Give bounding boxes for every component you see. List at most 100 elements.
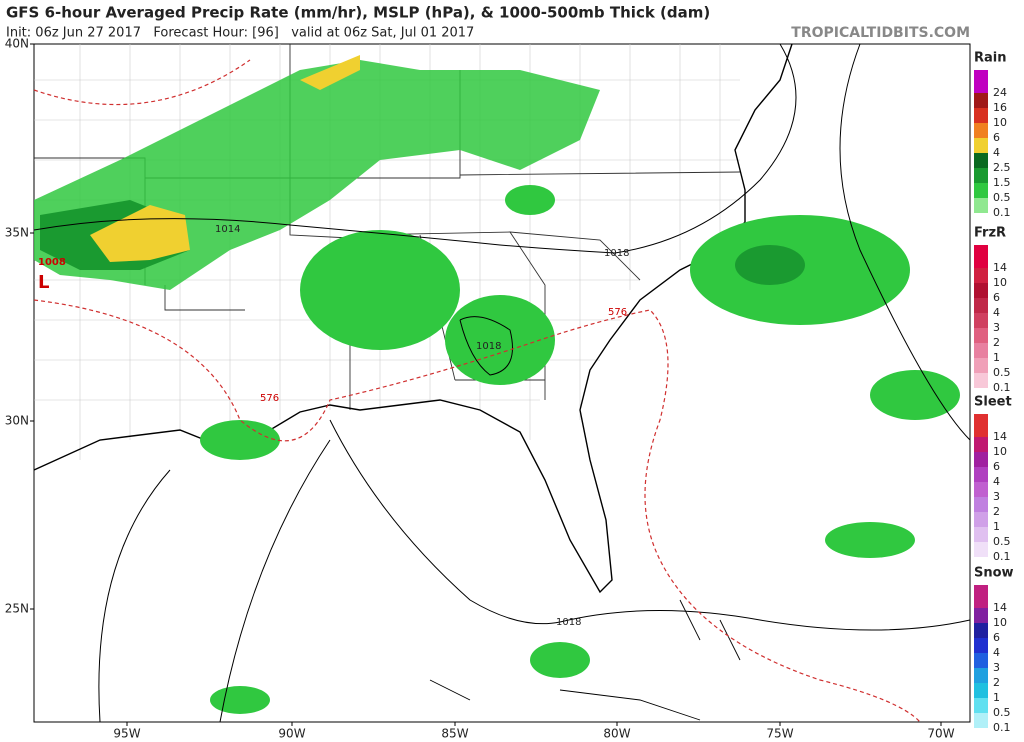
- legend-swatch: [974, 698, 988, 713]
- legend-swatch: [974, 153, 988, 168]
- legend-label: 0.5: [993, 535, 1011, 548]
- legend-swatch: [974, 198, 988, 213]
- legend-label: 10: [993, 276, 1007, 289]
- lon-label: 85W: [441, 727, 468, 741]
- legend-swatch: [974, 358, 988, 373]
- legend-swatch: [974, 70, 988, 78]
- legend-label: 16: [993, 101, 1007, 114]
- legend-header: Sleet: [974, 395, 1012, 410]
- legend: Rain241610642.51.50.50.1FrzR1410643210.5…: [974, 51, 1014, 734]
- legend-label: 3: [993, 490, 1000, 503]
- legend-swatch: [974, 593, 988, 608]
- isobar-label: 1018: [476, 341, 501, 352]
- legend-label: 2: [993, 676, 1000, 689]
- legend-label: 14: [993, 261, 1007, 274]
- legend-swatch: [974, 298, 988, 313]
- lon-label: 70W: [927, 727, 954, 741]
- legend-label: 6: [993, 631, 1000, 644]
- legend-swatch: [974, 123, 988, 138]
- subtitle: Init: 06z Jun 27 2017 Forecast Hour: [96…: [6, 26, 474, 41]
- thickness-label: 576: [608, 307, 627, 318]
- legend-label: 2: [993, 505, 1000, 518]
- precip: [34, 55, 960, 714]
- lat-label: 40N: [5, 37, 29, 51]
- legend-swatch: [974, 437, 988, 452]
- watermark: TROPICALTIDBITS.COM: [791, 25, 970, 41]
- low-marker: L: [38, 272, 49, 293]
- legend-label: 4: [993, 146, 1000, 159]
- legend-label: 10: [993, 116, 1007, 129]
- legend-label: 6: [993, 460, 1000, 473]
- lat-label: 25N: [5, 602, 29, 616]
- legend-swatch: [974, 668, 988, 683]
- legend-label: 10: [993, 445, 1007, 458]
- legend-swatch: [974, 343, 988, 358]
- legend-swatch: [974, 497, 988, 512]
- legend-label: 0.1: [993, 206, 1011, 219]
- legend-swatch: [974, 512, 988, 527]
- legend-label: 0.1: [993, 550, 1011, 563]
- legend-swatch: [974, 467, 988, 482]
- legend-label: 2.5: [993, 161, 1011, 174]
- legend-header: FrzR: [974, 226, 1006, 241]
- legend-label: 0.1: [993, 721, 1011, 734]
- legend-swatch: [974, 108, 988, 123]
- legend-label: 1: [993, 691, 1000, 704]
- legend-swatch: [974, 328, 988, 343]
- lon-label: 95W: [113, 727, 140, 741]
- title: GFS 6-hour Averaged Precip Rate (mm/hr),…: [6, 4, 710, 22]
- legend-swatch: [974, 482, 988, 497]
- legend-label: 4: [993, 646, 1000, 659]
- legend-label: 0.5: [993, 366, 1011, 379]
- legend-label: 14: [993, 601, 1007, 614]
- legend-swatch: [974, 422, 988, 437]
- legend-swatch: [974, 283, 988, 298]
- legend-swatch: [974, 585, 988, 593]
- legend-label: 14: [993, 430, 1007, 443]
- lon-label: 75W: [766, 727, 793, 741]
- legend-swatch: [974, 313, 988, 328]
- legend-swatch: [974, 78, 988, 93]
- legend-swatch: [974, 623, 988, 638]
- legend-label: 3: [993, 321, 1000, 334]
- isobar-label: 1018: [556, 617, 581, 628]
- legend-header: Rain: [974, 51, 1007, 66]
- legend-label: 6: [993, 291, 1000, 304]
- legend-label: 4: [993, 306, 1000, 319]
- legend-label: 0.5: [993, 191, 1011, 204]
- lat-label: 30N: [5, 414, 29, 428]
- legend-swatch: [974, 452, 988, 467]
- legend-label: 1.5: [993, 176, 1011, 189]
- legend-swatch: [974, 542, 988, 557]
- legend-label: 1: [993, 520, 1000, 533]
- legend-label: 6: [993, 131, 1000, 144]
- isobar-label: 1014: [215, 224, 240, 235]
- legend-swatch: [974, 608, 988, 623]
- legend-label: 10: [993, 616, 1007, 629]
- lon-label: 80W: [603, 727, 630, 741]
- axes: 40N 35N 30N 25N 95W 90W 85W 80W 75W 70W: [5, 37, 955, 741]
- legend-label: 4: [993, 475, 1000, 488]
- legend-swatch: [974, 253, 988, 268]
- legend-swatch: [974, 653, 988, 668]
- lon-label: 90W: [278, 727, 305, 741]
- isobar-label: 1018: [604, 248, 629, 259]
- legend-swatch: [974, 138, 988, 153]
- legend-swatch: [974, 373, 988, 388]
- legend-label: 0.5: [993, 706, 1011, 719]
- legend-swatch: [974, 683, 988, 698]
- legend-swatch: [974, 93, 988, 108]
- legend-swatch: [974, 527, 988, 542]
- lat-label: 35N: [5, 226, 29, 240]
- legend-label: 3: [993, 661, 1000, 674]
- map: 1008 L 1014 1018 1018 1018 576 576: [33, 43, 971, 723]
- legend-swatch: [974, 638, 988, 653]
- legend-swatch: [974, 713, 988, 728]
- legend-header: Snow: [974, 566, 1014, 581]
- legend-swatch: [974, 245, 988, 253]
- legend-label: 24: [993, 86, 1007, 99]
- legend-swatch: [974, 268, 988, 283]
- legend-label: 1: [993, 351, 1000, 364]
- legend-swatch: [974, 183, 988, 198]
